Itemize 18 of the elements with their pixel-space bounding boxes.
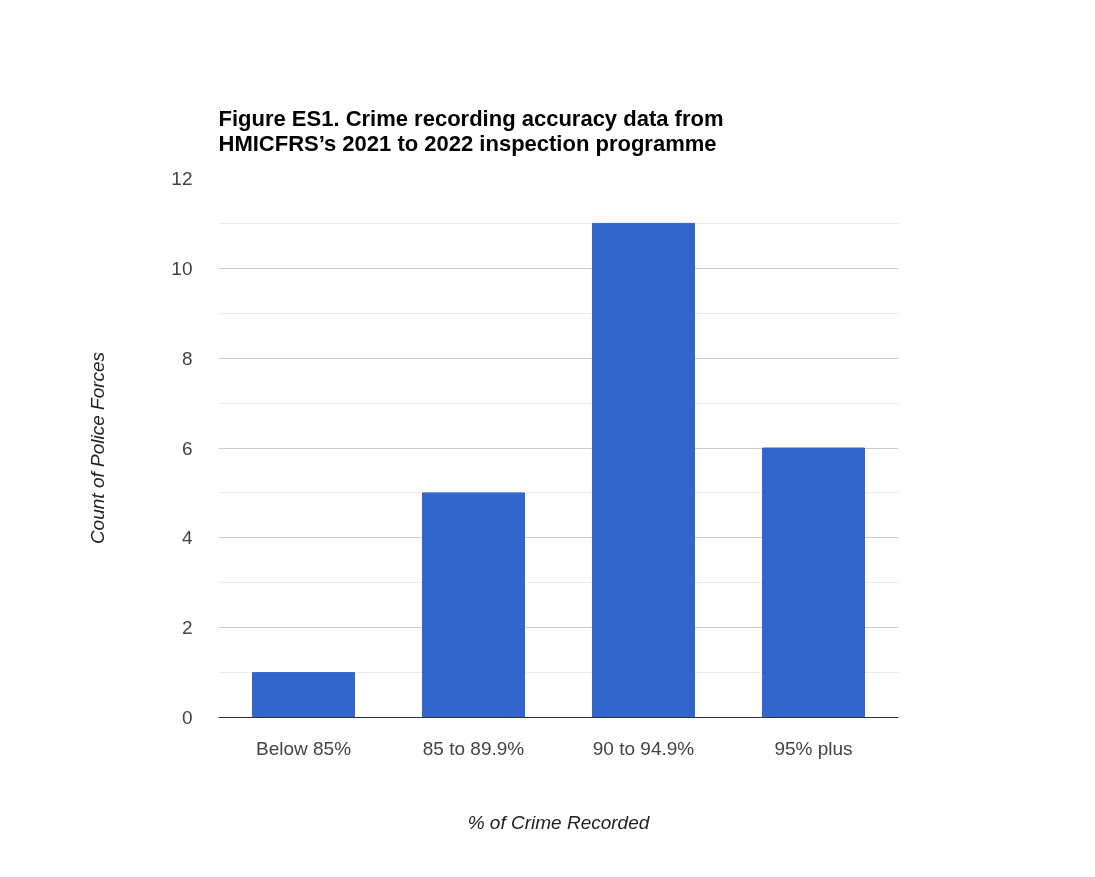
x-tick-label: 90 to 94.9% (592, 737, 695, 759)
y-tick-label: 4 (181, 527, 193, 549)
bar (762, 447, 865, 718)
chart-title: Figure ES1. Crime recording accuracy data from HMICFRS’s 2021 to 2022 inspection programme (218, 106, 724, 156)
bar (592, 222, 695, 718)
y-tick-label: 10 (171, 257, 193, 279)
bar (422, 492, 525, 718)
y-tick-label: 8 (181, 347, 193, 369)
bar (252, 672, 355, 718)
y-tick-label: 2 (181, 617, 193, 639)
x-tick-label: 95% plus (774, 737, 853, 759)
y-tick-label: 12 (171, 168, 193, 189)
y-axis-title: Count of Police Forces (87, 351, 109, 545)
y-tick-label: 6 (181, 437, 193, 459)
x-axis-title: % of Crime Recorded (467, 811, 651, 833)
x-tick-label: Below 85% (255, 737, 352, 759)
x-tick-label: 85 to 89.9% (422, 737, 525, 759)
y-tick-label: 0 (181, 707, 193, 728)
